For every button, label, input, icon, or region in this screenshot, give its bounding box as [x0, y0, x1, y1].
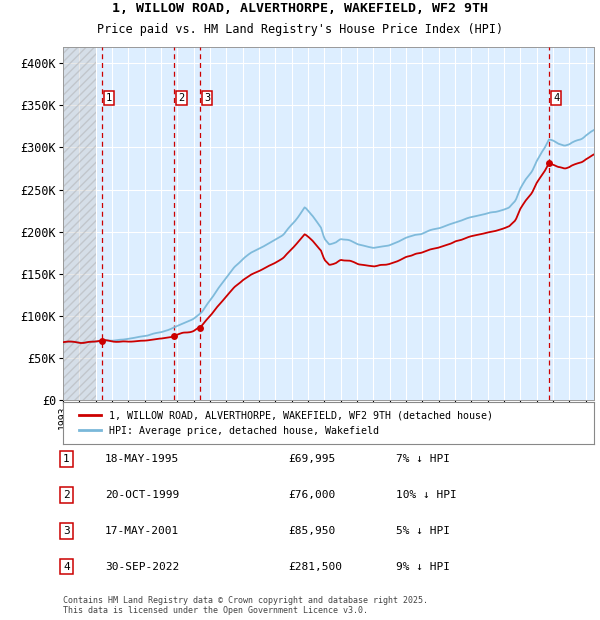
- Text: 4: 4: [553, 93, 559, 104]
- Text: 18-MAY-1995: 18-MAY-1995: [105, 454, 179, 464]
- Text: 1: 1: [63, 454, 70, 464]
- Text: 1, WILLOW ROAD, ALVERTHORPE, WAKEFIELD, WF2 9TH: 1, WILLOW ROAD, ALVERTHORPE, WAKEFIELD, …: [112, 2, 488, 15]
- Text: Price paid vs. HM Land Registry's House Price Index (HPI): Price paid vs. HM Land Registry's House …: [97, 23, 503, 36]
- Text: 20-OCT-1999: 20-OCT-1999: [105, 490, 179, 500]
- Text: 3: 3: [63, 526, 70, 536]
- Legend: 1, WILLOW ROAD, ALVERTHORPE, WAKEFIELD, WF2 9TH (detached house), HPI: Average p: 1, WILLOW ROAD, ALVERTHORPE, WAKEFIELD, …: [73, 404, 499, 441]
- Text: 2: 2: [178, 93, 184, 104]
- Text: 10% ↓ HPI: 10% ↓ HPI: [396, 490, 457, 500]
- Bar: [63, 46, 95, 400]
- Text: £76,000: £76,000: [288, 490, 335, 500]
- Text: £69,995: £69,995: [288, 454, 335, 464]
- Text: 17-MAY-2001: 17-MAY-2001: [105, 526, 179, 536]
- Text: £85,950: £85,950: [288, 526, 335, 536]
- Text: 1: 1: [106, 93, 112, 104]
- Text: 3: 3: [204, 93, 210, 104]
- Text: 30-SEP-2022: 30-SEP-2022: [105, 562, 179, 572]
- Text: This data is licensed under the Open Government Licence v3.0.: This data is licensed under the Open Gov…: [63, 606, 368, 616]
- Text: 4: 4: [63, 562, 70, 572]
- Text: 5% ↓ HPI: 5% ↓ HPI: [396, 526, 450, 536]
- Text: Contains HM Land Registry data © Crown copyright and database right 2025.: Contains HM Land Registry data © Crown c…: [63, 596, 428, 606]
- Text: £281,500: £281,500: [288, 562, 342, 572]
- Text: 2: 2: [63, 490, 70, 500]
- Text: 7% ↓ HPI: 7% ↓ HPI: [396, 454, 450, 464]
- Text: 9% ↓ HPI: 9% ↓ HPI: [396, 562, 450, 572]
